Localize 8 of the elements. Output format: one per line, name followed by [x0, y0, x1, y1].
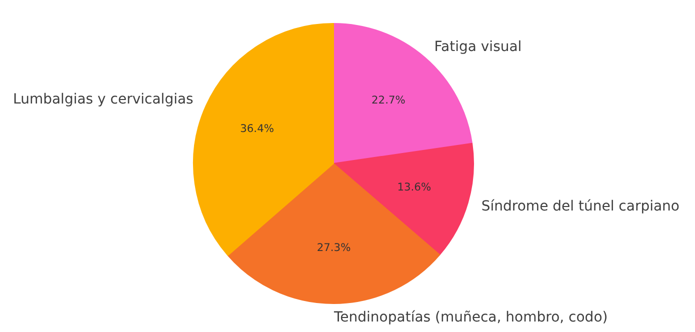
data-label: 13.6%: [397, 180, 432, 194]
slice-label: Fatiga visual: [434, 39, 522, 56]
slice-label: Tendinopatías (muñeca, hombro, codo): [332, 310, 608, 326]
slice-label: Síndrome del túnel carpiano: [481, 198, 680, 214]
data-label: 36.4%: [240, 122, 274, 136]
data-label: 22.7%: [372, 93, 406, 106]
slice-label: Lumbalgias y cervicalgias: [13, 92, 194, 108]
data-label: 27.3%: [316, 241, 351, 254]
